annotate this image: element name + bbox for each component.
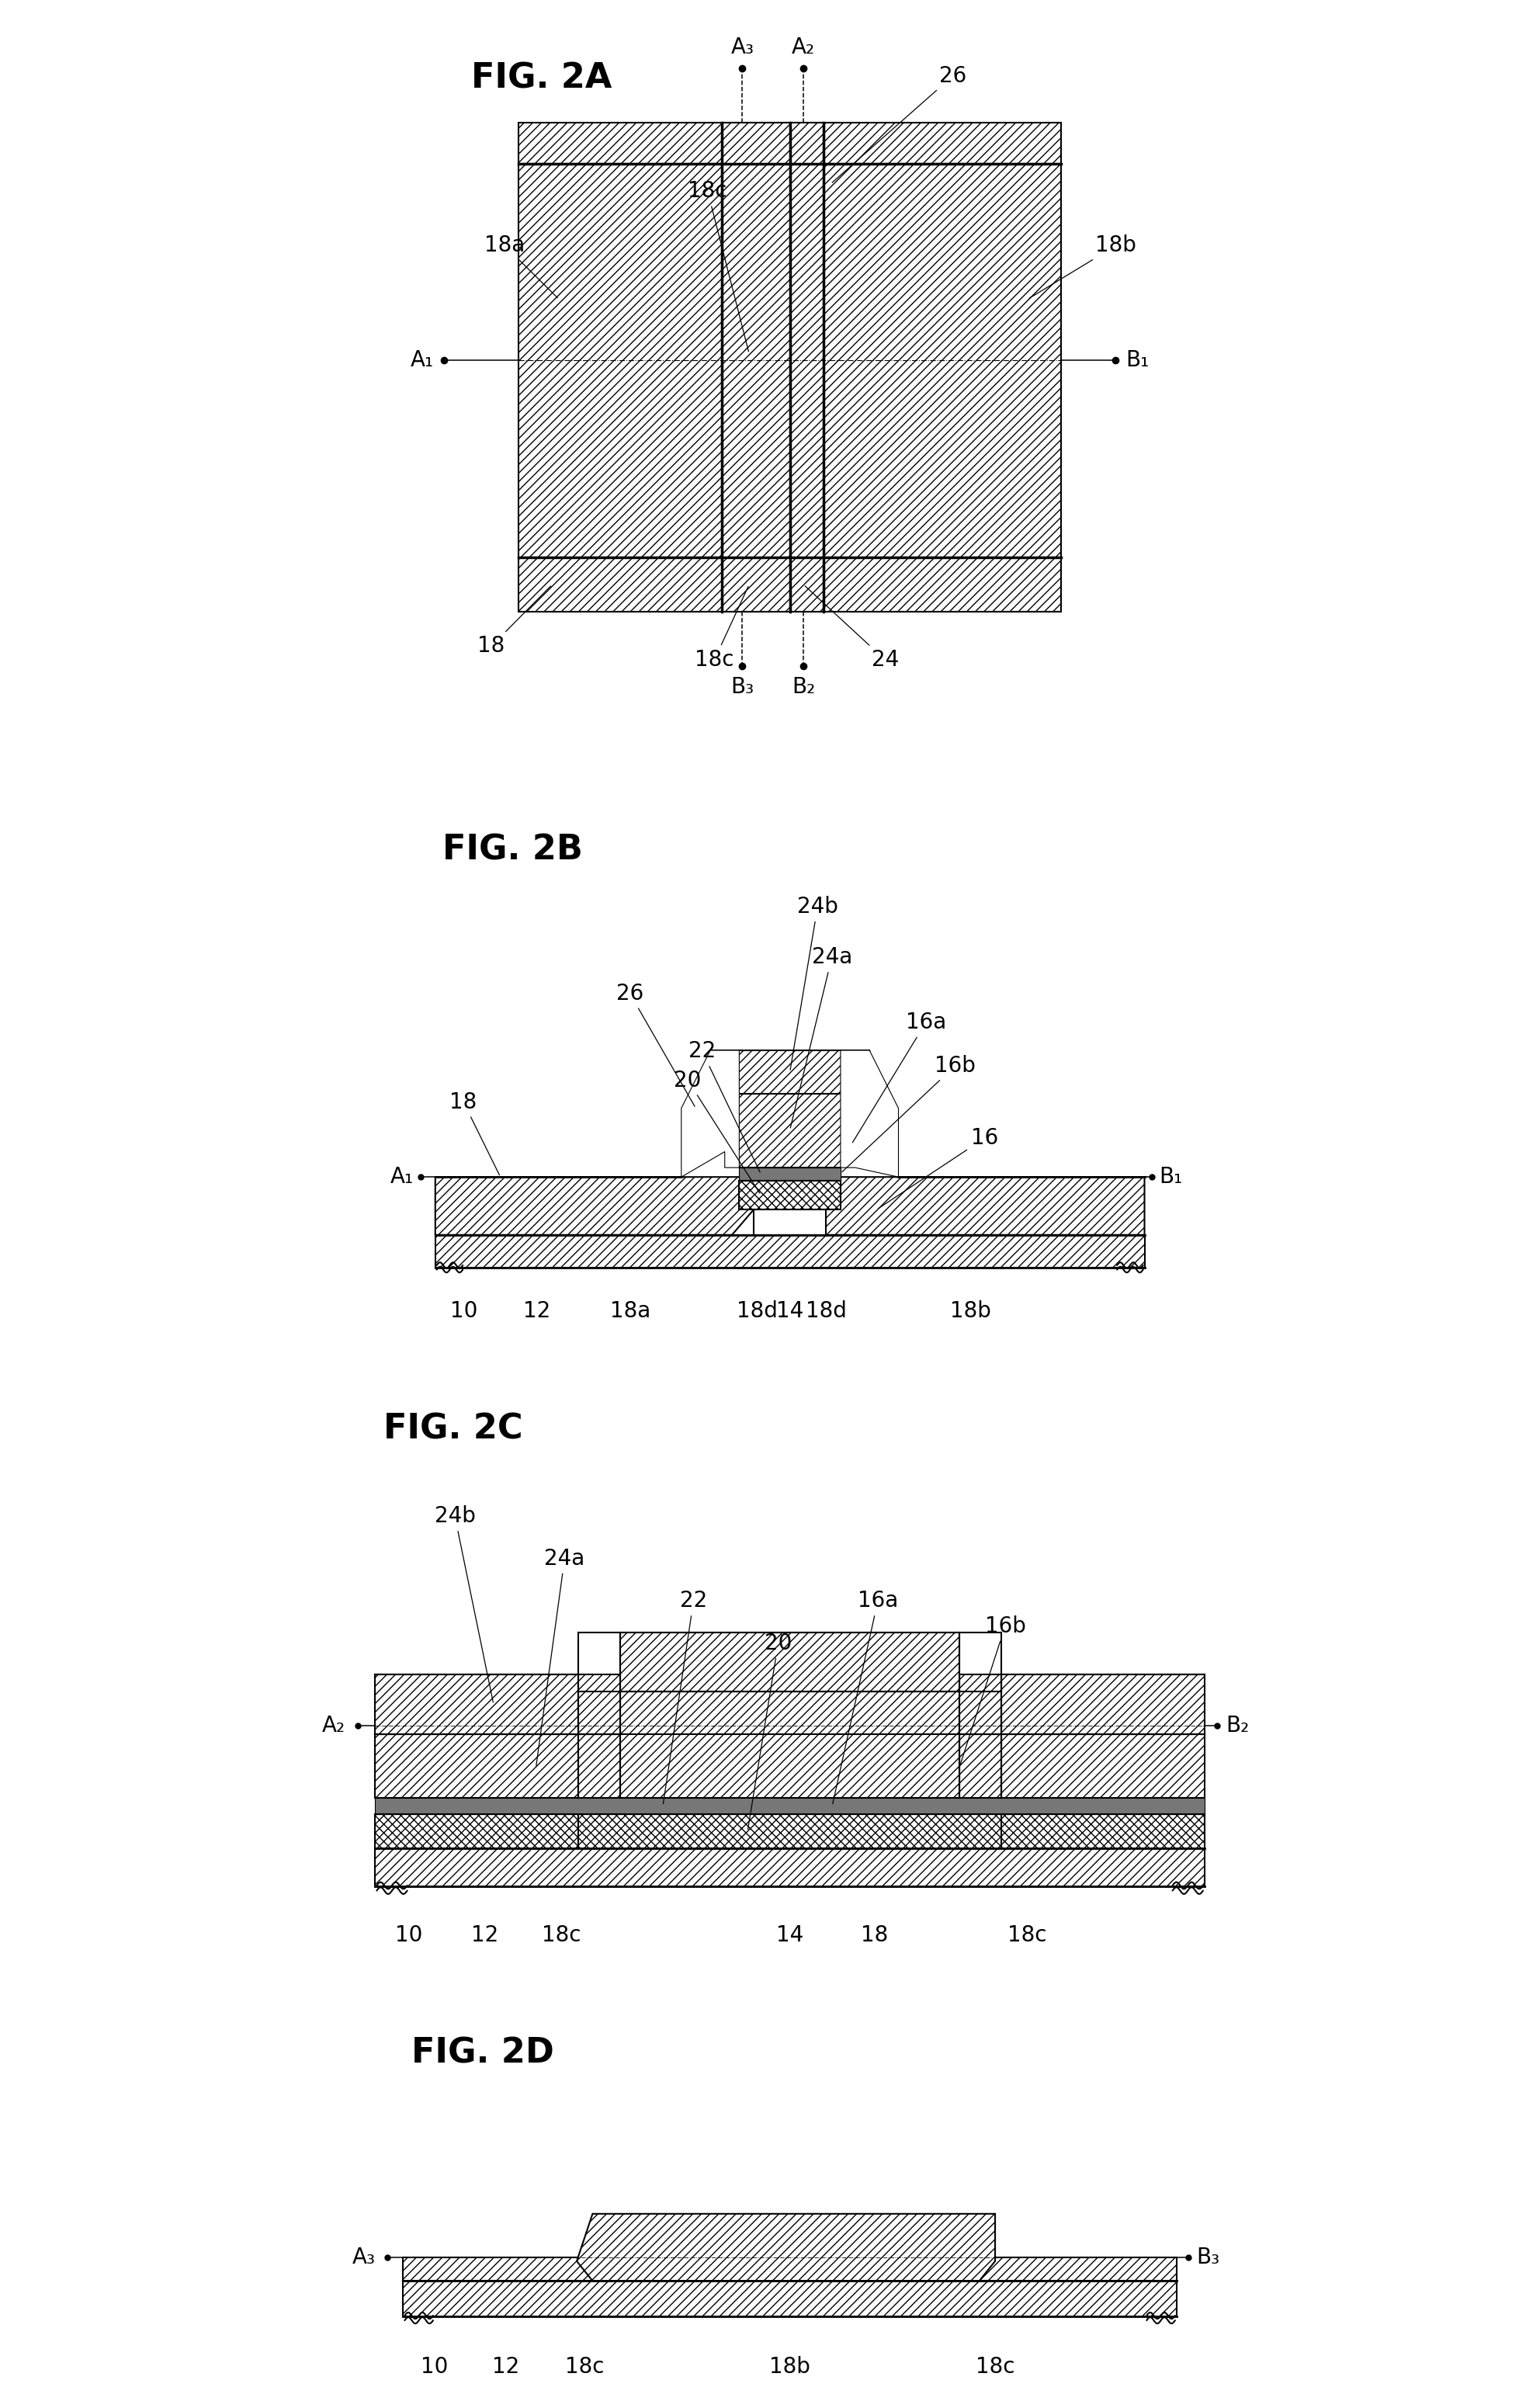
Bar	[403, 2280, 1177, 2316]
Text: 18d: 18d	[737, 1300, 778, 1322]
Polygon shape	[579, 1734, 621, 1796]
Text: 18: 18	[450, 1091, 500, 1175]
Bar	[518, 164, 722, 556]
Text: 24b: 24b	[434, 1505, 494, 1702]
Text: B₁: B₁	[1159, 1165, 1182, 1187]
Text: 24: 24	[805, 585, 899, 669]
Text: 16b: 16b	[960, 1616, 1025, 1765]
Text: 16a: 16a	[852, 1011, 946, 1141]
Polygon shape	[711, 1050, 869, 1093]
Bar	[518, 123, 1062, 612]
Text: 26: 26	[617, 982, 694, 1105]
Polygon shape	[958, 1674, 1001, 1734]
Text: 22: 22	[664, 1589, 708, 1804]
Text: 16a: 16a	[832, 1589, 898, 1804]
Bar	[980, 2256, 1177, 2280]
Polygon shape	[840, 1050, 898, 1178]
Bar	[722, 123, 790, 612]
Text: 20: 20	[747, 1633, 791, 1830]
Bar	[518, 123, 1062, 164]
Text: 16: 16	[878, 1127, 998, 1209]
Text: 18a: 18a	[485, 234, 557, 299]
Text: 16b: 16b	[842, 1055, 975, 1173]
Text: B₃: B₃	[731, 677, 753, 698]
Bar	[375, 1796, 1205, 1813]
Text: 26: 26	[832, 65, 966, 183]
Text: 12: 12	[471, 1924, 498, 1946]
Text: A₁: A₁	[390, 1165, 413, 1187]
Polygon shape	[577, 2213, 995, 2280]
Bar	[375, 1813, 579, 1849]
Polygon shape	[436, 1178, 753, 1235]
Text: B₁: B₁	[1126, 349, 1150, 371]
Text: 18: 18	[861, 1924, 889, 1946]
Text: FIG. 2D: FIG. 2D	[412, 2037, 554, 2068]
Text: 18a: 18a	[611, 1300, 652, 1322]
Bar	[1001, 1674, 1205, 1734]
Text: 18d: 18d	[805, 1300, 846, 1322]
Bar	[1001, 1734, 1205, 1796]
Text: 14: 14	[776, 1924, 804, 1946]
Text: 18c: 18c	[688, 181, 749, 352]
Text: 10: 10	[421, 2355, 448, 2377]
Text: FIG. 2B: FIG. 2B	[442, 833, 583, 867]
Text: FIG. 2C: FIG. 2C	[383, 1411, 523, 1445]
Text: 24a: 24a	[536, 1548, 585, 1765]
Text: 20: 20	[674, 1069, 760, 1194]
Bar	[621, 1693, 958, 1796]
Text: A₃: A₃	[352, 2247, 375, 2268]
Polygon shape	[805, 1178, 1144, 1235]
Text: 18b: 18b	[1030, 234, 1136, 299]
Bar	[740, 1168, 840, 1180]
Bar	[579, 1813, 1001, 1849]
Bar	[823, 164, 1062, 556]
Polygon shape	[725, 1093, 855, 1168]
Bar	[375, 1674, 579, 1734]
Text: 24a: 24a	[790, 946, 852, 1127]
Text: 18c: 18c	[565, 2355, 605, 2377]
Text: 18c: 18c	[694, 588, 749, 669]
Text: 18c: 18c	[975, 2355, 1015, 2377]
Text: 18: 18	[477, 585, 551, 657]
Text: 22: 22	[688, 1040, 760, 1173]
Text: 24b: 24b	[790, 896, 838, 1069]
Text: 14: 14	[776, 1300, 804, 1322]
Text: 18b: 18b	[769, 2355, 811, 2377]
Text: A₁: A₁	[410, 349, 433, 371]
Polygon shape	[958, 1734, 1001, 1796]
Text: 18c: 18c	[1007, 1924, 1047, 1946]
Polygon shape	[682, 1050, 740, 1178]
Text: 10: 10	[395, 1924, 422, 1946]
Text: 12: 12	[523, 1300, 550, 1322]
Bar	[518, 556, 1062, 612]
Text: A₂: A₂	[322, 1714, 345, 1736]
Text: A₃: A₃	[731, 36, 753, 58]
Bar	[621, 1633, 958, 1693]
Bar	[403, 2256, 600, 2280]
Text: 12: 12	[492, 2355, 519, 2377]
Bar	[436, 1235, 1144, 1267]
Bar	[740, 1180, 840, 1209]
Bar	[1001, 1813, 1205, 1849]
Text: 18b: 18b	[951, 1300, 992, 1322]
Bar	[753, 1209, 826, 1235]
Text: 10: 10	[451, 1300, 478, 1322]
Text: 18c: 18c	[542, 1924, 580, 1946]
Bar	[790, 123, 823, 612]
Bar	[375, 1734, 579, 1796]
Text: B₃: B₃	[1197, 2247, 1220, 2268]
Text: A₂: A₂	[791, 36, 816, 58]
Text: FIG. 2A: FIG. 2A	[471, 63, 612, 96]
Polygon shape	[579, 1674, 621, 1734]
Bar	[375, 1849, 1205, 1885]
Text: B₂: B₂	[791, 677, 816, 698]
Text: B₂: B₂	[1226, 1714, 1249, 1736]
